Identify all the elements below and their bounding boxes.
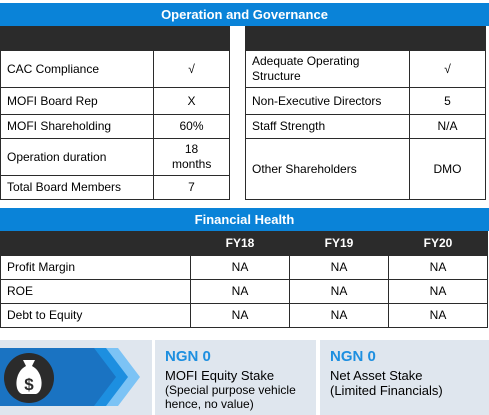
asset-stake-amount: NGN 0 [330,348,376,365]
row-value: NA [388,279,488,304]
row-label: MOFI Board Rep [0,87,154,115]
row-label: ROE [0,279,191,304]
stake-graphic: $ [0,348,140,406]
row-value: 7 [153,175,230,200]
table-row: CAC Compliance √ Adequate Operating Stru… [0,50,486,88]
equity-stake-note: (Special purpose vehicle hence, no value… [165,383,296,411]
column-header: FY19 [289,231,389,256]
svg-text:$: $ [24,375,34,394]
table-row: Profit Margin NA NA NA [0,255,488,280]
financial-health-table: FY18 FY19 FY20 Profit Margin NA NA NA RO… [0,231,488,328]
row-label: Non-Executive Directors [245,87,410,115]
row-value: 5 [409,87,486,115]
row-label: Profit Margin [0,255,191,280]
operation-governance-table: CAC Compliance √ Adequate Operating Stru… [0,26,486,200]
table-row: Operation duration 18 months Other Share… [0,138,486,200]
row-value: √ [153,50,230,88]
equity-stake-card: NGN 0 MOFI Equity Stake (Special purpose… [155,340,316,415]
operation-header-row [0,26,486,51]
row-label: CAC Compliance [0,50,154,88]
row-label: Other Shareholders [245,138,410,200]
row-value: NA [289,303,389,328]
row-value: N/A [409,114,486,139]
row-value: 18 months [153,138,230,176]
financial-header-row: FY18 FY19 FY20 [0,231,488,256]
row-label: Operation duration [0,138,154,176]
row-value: NA [190,255,290,280]
row-value: NA [289,279,389,304]
row-label: MOFI Shareholding [0,114,154,139]
asset-stake-label: Net Asset Stake [330,368,423,383]
row-value: NA [190,279,290,304]
row-value: NA [388,303,488,328]
asset-stake-note: (Limited Financials) [330,383,443,398]
chevron-arrow-icon [100,348,140,406]
row-label: Total Board Members [0,175,154,200]
row-label: Staff Strength [245,114,410,139]
column-header: FY20 [388,231,488,256]
row-value: 60% [153,114,230,139]
asset-stake-card: NGN 0 Net Asset Stake (Limited Financial… [320,340,489,415]
table-row: MOFI Board Rep X Non-Executive Directors… [0,87,486,115]
row-value: NA [388,255,488,280]
equity-stake-label: MOFI Equity Stake [165,368,275,383]
equity-stake-amount: NGN 0 [165,348,211,365]
table-row: Debt to Equity NA NA NA [0,303,488,328]
table-row: ROE NA NA NA [0,279,488,304]
row-value: √ [409,50,486,88]
row-value: DMO [409,138,486,200]
row-label: Adequate Operating Structure [245,50,410,88]
row-label: Debt to Equity [0,303,191,328]
row-value: X [153,87,230,115]
table-row: MOFI Shareholding 60% Staff Strength N/A [0,114,486,139]
row-value: NA [190,303,290,328]
column-header: FY18 [190,231,290,256]
stake-icon-panel: $ [0,340,152,415]
financial-health-title: Financial Health [0,208,489,231]
row-value: NA [289,255,389,280]
chevron-arrow-icon [88,348,128,406]
operation-governance-title: Operation and Governance [0,3,489,26]
table-row: Total Board Members 7 [0,175,486,200]
